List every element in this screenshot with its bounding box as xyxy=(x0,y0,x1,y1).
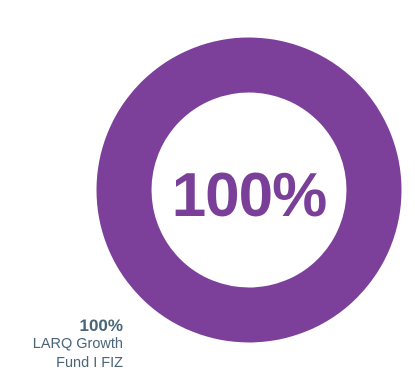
legend: 100% LARQ Growth Fund I FIZ xyxy=(3,316,123,373)
donut-slice-0 xyxy=(96,37,402,343)
legend-value: 100% xyxy=(79,316,123,335)
donut-center-label: 100% xyxy=(171,160,328,230)
legend-series-name: LARQ Growth Fund I FIZ xyxy=(32,336,123,371)
